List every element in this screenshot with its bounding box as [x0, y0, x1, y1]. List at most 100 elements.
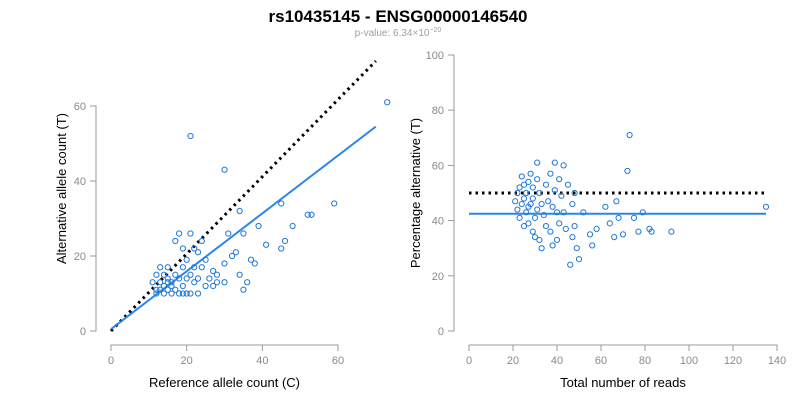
data-point: [168, 279, 175, 286]
data-point: [571, 189, 578, 197]
data-point: [225, 230, 232, 237]
data-point: [168, 290, 175, 297]
data-point: [558, 192, 565, 199]
data-point: [556, 176, 563, 183]
data-point: [183, 275, 190, 282]
data-point: [518, 173, 525, 180]
data-point: [172, 271, 179, 278]
data-point: [384, 99, 391, 106]
data-point: [228, 252, 236, 260]
data-point: [240, 286, 247, 293]
data-point: [525, 178, 532, 186]
y-tick-label: 20: [74, 251, 86, 263]
data-point: [247, 256, 255, 263]
data-point: [278, 200, 285, 207]
data-point: [198, 264, 205, 271]
data-point: [281, 237, 289, 245]
data-point: [547, 228, 554, 235]
x-tick-label: 40: [551, 355, 563, 367]
data-point: [232, 249, 239, 256]
data-point: [531, 214, 539, 221]
data-point: [304, 211, 311, 218]
data-point: [191, 245, 198, 252]
x-tick-label: 120: [724, 355, 742, 367]
data-point: [520, 195, 528, 202]
data-point: [536, 189, 543, 197]
data-point: [639, 209, 646, 216]
data-point: [308, 211, 315, 218]
x-tick-label: 20: [507, 355, 519, 367]
x-tick-label: 140: [768, 355, 786, 367]
data-point: [179, 264, 186, 271]
x-tick-label: 0: [108, 355, 114, 367]
data-point: [221, 260, 228, 267]
data-point: [514, 189, 521, 197]
data-point: [545, 198, 552, 205]
data-point: [534, 176, 541, 183]
data-point: [538, 200, 545, 208]
data-point: [153, 271, 160, 278]
data-point: [251, 260, 258, 267]
data-point: [176, 275, 183, 282]
data-point: [538, 245, 545, 252]
data-point: [527, 170, 534, 177]
y-tick-label: 80: [432, 105, 444, 117]
y-tick-label: 0: [438, 326, 444, 338]
data-point: [179, 282, 186, 290]
data-point: [551, 159, 558, 166]
data-point: [567, 261, 574, 268]
y-axis: [90, 105, 97, 332]
subtitle-exponent: −20: [429, 27, 441, 34]
data-point: [164, 264, 171, 271]
data-point: [236, 271, 243, 278]
data-point: [194, 290, 202, 297]
data-point: [549, 242, 556, 249]
data-point: [202, 282, 209, 290]
data-point: [516, 214, 523, 221]
data-point: [206, 275, 213, 282]
y-axis-title: Alternative allele count (T): [54, 113, 69, 264]
data-point: [187, 271, 194, 278]
data-point: [573, 245, 580, 252]
data-point: [149, 279, 156, 286]
data-point: [176, 290, 183, 297]
data-point: [553, 209, 561, 216]
data-point: [187, 230, 194, 237]
x-tick-label: 60: [332, 355, 344, 367]
data-point: [564, 181, 572, 188]
data-point: [520, 181, 528, 188]
data-point: [534, 159, 541, 166]
data-point: [593, 225, 600, 232]
data-point: [164, 275, 171, 282]
x-axis: [110, 344, 339, 351]
data-point: [221, 279, 228, 286]
data-point: [529, 228, 536, 235]
data-point: [202, 256, 209, 263]
data-point: [619, 231, 627, 238]
data-point: [648, 228, 655, 235]
x-tick-label: 60: [595, 355, 607, 367]
subtitle-prefix: p-value: 6.34×10: [355, 28, 430, 39]
data-point: [547, 170, 554, 177]
data-point: [164, 286, 171, 293]
data-point: [527, 200, 534, 208]
data-point: [153, 290, 160, 297]
data-point: [529, 195, 536, 202]
data-point: [542, 181, 550, 188]
data-point: [157, 286, 164, 293]
data-point: [168, 282, 175, 290]
data-point: [194, 249, 202, 256]
data-point: [244, 279, 251, 286]
reference-line: [109, 59, 377, 333]
data-point: [210, 267, 217, 275]
data-point: [602, 203, 609, 210]
data-point: [179, 245, 186, 252]
data-point: [289, 222, 296, 230]
data-point: [213, 279, 221, 286]
data-point: [512, 198, 519, 205]
fit-line: [110, 125, 377, 330]
data-point: [540, 211, 547, 219]
data-point: [562, 225, 569, 232]
data-point: [586, 231, 594, 238]
data-point: [575, 256, 583, 263]
